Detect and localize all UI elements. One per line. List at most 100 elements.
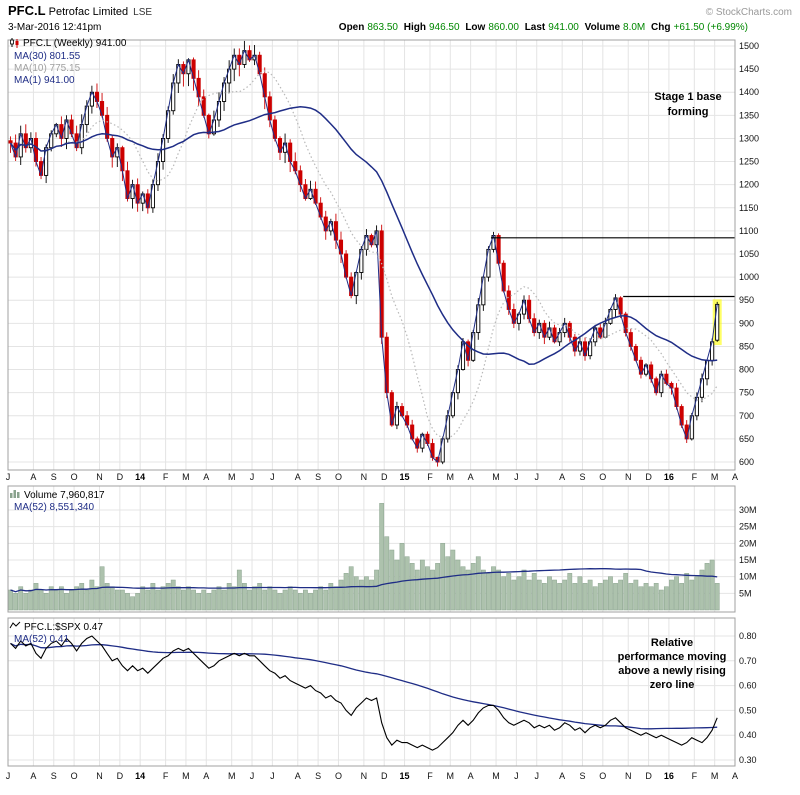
volume-bar	[43, 593, 49, 611]
volume-bar	[597, 583, 603, 611]
y-tick-label: 10M	[739, 572, 757, 582]
x-tick-label: S	[579, 472, 585, 482]
volume-bar	[684, 573, 690, 611]
volume-bar	[430, 569, 435, 611]
low-value: 860.00	[488, 22, 519, 33]
y-tick-label: 1250	[739, 157, 759, 167]
volume-bar	[272, 589, 278, 611]
x-tick-label: M	[182, 771, 190, 781]
x-tick-label: M	[447, 771, 455, 781]
volume-bar	[475, 556, 481, 611]
x-tick-label: N	[361, 472, 368, 482]
volume-bar	[64, 593, 69, 611]
x-tick-label: S	[315, 472, 321, 482]
volume-bar	[394, 559, 400, 611]
volume-bar	[663, 586, 669, 611]
volume-bar	[409, 563, 415, 611]
stock-chart-canvas: 600 650 700 750 800 850 900 950 1000 1050 1100 1150…	[6, 38, 759, 781]
candle-body	[715, 303, 720, 341]
volume-bar	[653, 583, 659, 611]
x-tick-label: M	[182, 472, 190, 482]
y-tick-label: 700	[739, 411, 754, 421]
volume-bar	[369, 579, 374, 611]
volume-bar	[633, 579, 639, 611]
x-tick-label: A	[468, 472, 474, 482]
volume-bar	[445, 556, 451, 611]
volume-bar	[338, 579, 344, 611]
volume-bar	[221, 589, 227, 611]
volume-bar	[135, 593, 141, 611]
y-tick-label: 1000	[739, 272, 759, 282]
volume-bar	[308, 593, 313, 611]
y-tick-label: 1400	[739, 87, 759, 97]
x-tick-label: O	[335, 771, 342, 781]
x-tick-label: D	[381, 472, 388, 482]
volume-ma52-line	[10, 568, 718, 593]
volume-bar	[577, 576, 583, 611]
main-annotation: Stage 1 base	[654, 91, 721, 103]
volume-label: Volume	[584, 22, 621, 33]
y-tick-label: 650	[739, 434, 754, 444]
volume-bar	[247, 589, 252, 611]
volume-bar	[404, 556, 410, 611]
x-tick-label: S	[51, 771, 57, 781]
volume-bar	[658, 589, 664, 611]
ma1-line	[10, 49, 718, 463]
ma30-line	[9, 105, 718, 365]
volume-bar	[674, 576, 679, 611]
y-tick-label: 0.50	[739, 705, 757, 715]
main-annotation: forming	[668, 106, 709, 118]
volume-bar	[531, 573, 537, 611]
volume-bar	[84, 589, 90, 611]
y-tick-label: 600	[739, 457, 754, 467]
x-tick-label: F	[163, 771, 169, 781]
main-legend-series: PFC.L (Weekly) 941.00	[23, 38, 127, 49]
volume-bars-icon	[10, 490, 20, 498]
volume-bar	[145, 589, 151, 611]
volume-panel: 5M 10M 15M 20M 25M 30M	[7, 485, 757, 613]
x-tick-label: J	[6, 472, 11, 482]
volume-bar	[353, 576, 359, 611]
volume-bar	[8, 589, 13, 611]
x-tick-label: S	[579, 771, 585, 781]
x-tick-label: J	[250, 771, 255, 781]
volume-bar	[343, 573, 349, 611]
x-tick-label: N	[361, 771, 368, 781]
volume-bar	[592, 586, 598, 611]
volume-bar	[536, 579, 542, 611]
high-value: 946.50	[428, 22, 460, 33]
volume-bar	[480, 569, 486, 611]
company-name: Petrofac Limited	[48, 6, 129, 18]
x-tick-label: M	[711, 472, 719, 482]
volume-bar	[140, 586, 146, 611]
x-tick-label: D	[645, 472, 652, 482]
y-tick-label: 750	[739, 388, 754, 398]
volume-bar	[196, 593, 202, 611]
volume-bar	[435, 563, 440, 611]
x-tick-label: 15	[400, 771, 410, 781]
volume-bar	[252, 586, 257, 611]
volume-bar	[714, 583, 720, 611]
x-tick-label: F	[692, 771, 698, 781]
y-tick-label: 20M	[739, 538, 757, 548]
volume-bar	[486, 573, 491, 611]
volume-bar	[450, 549, 456, 611]
x-tick-label: J	[534, 472, 539, 482]
y-tick-label: 0.60	[739, 681, 757, 691]
volume-bar	[58, 586, 64, 611]
volume-bar	[572, 583, 578, 611]
x-tick-label: S	[51, 472, 57, 482]
x-tick-label: A	[30, 771, 36, 781]
x-tick-label: J	[270, 472, 275, 482]
volume-bar	[628, 583, 634, 611]
x-tick-label: M	[228, 771, 236, 781]
y-tick-label: 1500	[739, 41, 759, 51]
rs-legend-ma52: MA(52) 0.41	[14, 634, 69, 645]
volume-bar	[79, 583, 85, 611]
volume-legend: Volume 7,960,817 MA(52) 8,551,340	[10, 490, 105, 513]
volume-bar	[38, 589, 44, 611]
volume-bar	[384, 536, 390, 611]
x-tick-label: D	[645, 771, 652, 781]
rs-legend-series: PFC.L:$SPX 0.47	[24, 622, 103, 633]
y-tick-label: 0.30	[739, 755, 757, 765]
